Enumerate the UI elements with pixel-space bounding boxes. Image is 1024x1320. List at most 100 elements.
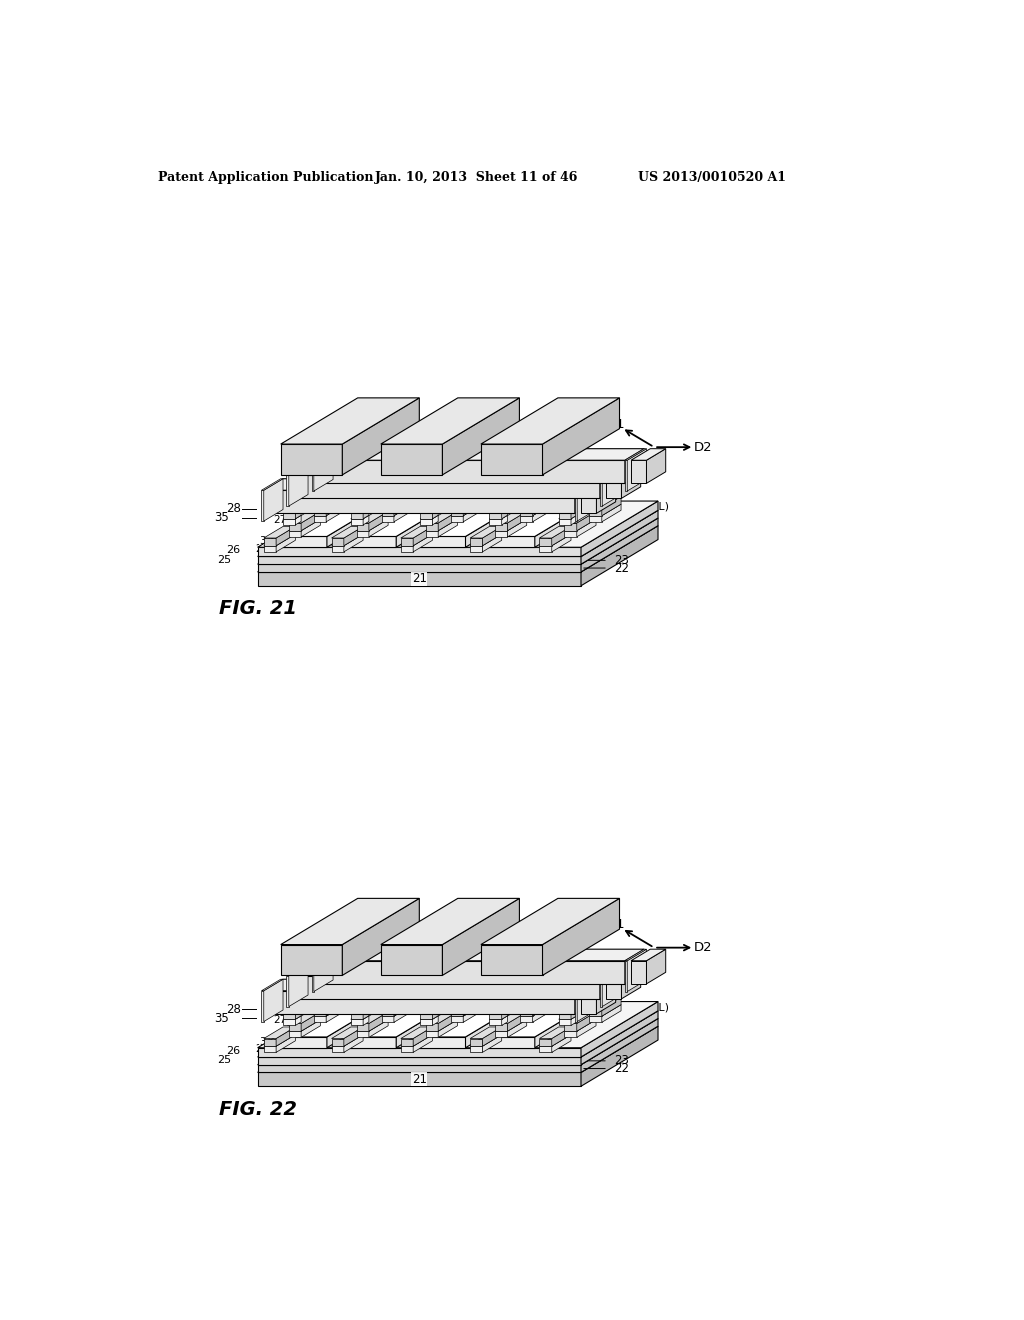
Polygon shape xyxy=(280,991,403,1038)
Text: 33(WL): 33(WL) xyxy=(629,1002,669,1012)
Polygon shape xyxy=(540,539,552,545)
Polygon shape xyxy=(289,463,620,475)
Text: D1: D1 xyxy=(606,417,625,430)
Text: 31: 31 xyxy=(285,521,298,531)
Polygon shape xyxy=(458,478,463,490)
Polygon shape xyxy=(622,964,641,999)
Polygon shape xyxy=(283,1008,301,1011)
Polygon shape xyxy=(432,502,438,511)
Polygon shape xyxy=(308,1001,326,1005)
Polygon shape xyxy=(258,517,658,564)
Polygon shape xyxy=(438,519,458,537)
Polygon shape xyxy=(261,991,264,1022)
Polygon shape xyxy=(276,527,295,545)
Polygon shape xyxy=(308,487,326,490)
Text: 29: 29 xyxy=(451,482,463,491)
Polygon shape xyxy=(559,997,571,1006)
Polygon shape xyxy=(332,535,364,545)
Polygon shape xyxy=(564,519,596,531)
Polygon shape xyxy=(258,548,581,557)
Text: 24: 24 xyxy=(504,1031,517,1040)
Polygon shape xyxy=(258,511,658,557)
Polygon shape xyxy=(432,515,438,525)
Text: 26: 26 xyxy=(344,998,357,1007)
Polygon shape xyxy=(514,993,532,997)
Polygon shape xyxy=(283,1019,295,1026)
Polygon shape xyxy=(540,1039,552,1047)
Polygon shape xyxy=(590,1008,602,1016)
Polygon shape xyxy=(289,511,321,523)
Polygon shape xyxy=(364,1008,369,1019)
Polygon shape xyxy=(289,975,600,999)
Polygon shape xyxy=(348,991,473,1038)
Polygon shape xyxy=(400,1035,432,1047)
Polygon shape xyxy=(376,987,394,990)
Polygon shape xyxy=(445,487,463,490)
Polygon shape xyxy=(445,492,463,496)
Polygon shape xyxy=(559,1008,577,1011)
Polygon shape xyxy=(628,449,646,491)
Polygon shape xyxy=(571,515,577,525)
Text: 24: 24 xyxy=(435,1031,449,1040)
Polygon shape xyxy=(514,504,526,510)
Polygon shape xyxy=(581,1026,658,1086)
Polygon shape xyxy=(514,978,532,981)
Polygon shape xyxy=(489,1019,502,1026)
Polygon shape xyxy=(602,964,622,1007)
Polygon shape xyxy=(381,899,519,945)
Polygon shape xyxy=(514,1001,532,1005)
Polygon shape xyxy=(376,492,394,496)
Polygon shape xyxy=(489,519,502,525)
Polygon shape xyxy=(514,997,526,1005)
Polygon shape xyxy=(584,490,596,496)
Polygon shape xyxy=(400,539,413,545)
Text: 21: 21 xyxy=(412,1073,427,1086)
Polygon shape xyxy=(356,1023,369,1031)
Polygon shape xyxy=(287,475,289,506)
Polygon shape xyxy=(311,449,333,461)
Text: 28: 28 xyxy=(496,503,508,512)
Polygon shape xyxy=(313,1008,326,1016)
Polygon shape xyxy=(445,987,463,990)
Polygon shape xyxy=(332,539,344,545)
Polygon shape xyxy=(496,523,508,531)
Polygon shape xyxy=(321,978,326,990)
Polygon shape xyxy=(508,1019,526,1038)
Polygon shape xyxy=(602,496,621,516)
Polygon shape xyxy=(581,1002,658,1057)
Polygon shape xyxy=(351,519,364,525)
Polygon shape xyxy=(559,1002,577,1006)
Polygon shape xyxy=(276,1035,295,1052)
Polygon shape xyxy=(606,475,622,499)
Polygon shape xyxy=(596,479,615,513)
Polygon shape xyxy=(376,496,388,504)
Text: 26: 26 xyxy=(344,496,357,507)
Text: 28: 28 xyxy=(382,989,394,998)
Polygon shape xyxy=(470,1035,502,1047)
Polygon shape xyxy=(584,997,596,1005)
Text: 24: 24 xyxy=(414,490,427,500)
Polygon shape xyxy=(376,487,394,490)
Polygon shape xyxy=(564,1012,596,1023)
Text: 24(BL): 24(BL) xyxy=(386,500,423,511)
Polygon shape xyxy=(571,508,577,519)
Polygon shape xyxy=(413,535,432,552)
Polygon shape xyxy=(356,1019,388,1031)
Text: 31: 31 xyxy=(366,502,379,512)
Polygon shape xyxy=(281,444,342,475)
Polygon shape xyxy=(356,531,369,537)
Polygon shape xyxy=(600,964,620,999)
Polygon shape xyxy=(489,1002,508,1006)
Polygon shape xyxy=(520,997,552,1008)
Text: 28: 28 xyxy=(520,487,532,498)
Polygon shape xyxy=(258,572,581,586)
Polygon shape xyxy=(342,397,419,475)
Polygon shape xyxy=(313,949,333,991)
Polygon shape xyxy=(258,1057,581,1065)
Polygon shape xyxy=(289,1023,301,1031)
Polygon shape xyxy=(514,987,532,990)
Polygon shape xyxy=(356,523,369,531)
Text: 25: 25 xyxy=(356,1007,370,1016)
Polygon shape xyxy=(577,511,596,531)
Polygon shape xyxy=(559,993,577,997)
